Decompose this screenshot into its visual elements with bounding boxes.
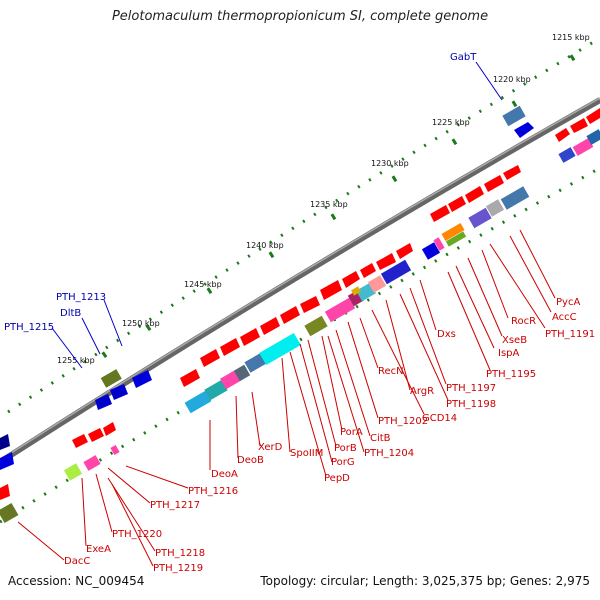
gene-label-dacc: DacC	[64, 556, 90, 567]
inner-scale-ring	[0, 166, 600, 524]
gene-label-pth-1213: PTH_1213	[56, 292, 106, 303]
gene-label-pyca: PycA	[556, 297, 580, 308]
gene-label-rocr: RocR	[511, 316, 536, 327]
gene-label-pth-1216: PTH_1216	[188, 486, 238, 497]
gene-label-gabt: GabT	[450, 52, 477, 63]
gene-label-pth-1215: PTH_1215	[4, 322, 54, 333]
tick-1215: 1215 kbp	[552, 33, 590, 42]
gene-label-pora: PorA	[340, 427, 363, 438]
gene-label-dxs: Dxs	[437, 329, 456, 340]
gene-label-ispa: IspA	[498, 348, 520, 359]
gene-label-deoa: DeoA	[211, 469, 238, 480]
gene-label-exea: ExeA	[86, 544, 111, 555]
gene-label-pth-1217: PTH_1217	[150, 500, 200, 511]
inner-gene-blocks	[0, 129, 600, 524]
genome-title: Pelotomaculum thermopropionicum SI, comp…	[111, 9, 489, 24]
gene-label-citb: CitB	[370, 433, 391, 444]
gene-label-deob: DeoB	[237, 455, 264, 466]
gene-label-pth-1220: PTH_1220	[112, 529, 162, 540]
inner-gene-arrows	[0, 108, 600, 500]
gene-label-pepd: PepD	[324, 473, 350, 484]
inner-leader-lines	[17, 229, 556, 567]
gene-label-pth-1219: PTH_1219	[153, 563, 203, 574]
gene-label-accc: AccC	[552, 312, 577, 323]
gene-label-porg: PorG	[331, 457, 355, 468]
tick-1245: 1245 kbp	[184, 280, 222, 289]
tick-1225: 1225 kbp	[432, 118, 470, 127]
gene-label-xerd: XerD	[258, 442, 283, 453]
gene-label-gcd14: GCD14	[422, 413, 457, 424]
gene-label-pth-1198: PTH_1198	[446, 399, 496, 410]
gene-label-xseb: XseB	[502, 335, 527, 346]
gene-label-argr: ArgR	[410, 386, 434, 397]
outer-leader-lines	[51, 61, 503, 369]
gene-label-pth-1191: PTH_1191	[545, 329, 595, 340]
tick-1240: 1240 kbp	[246, 241, 284, 250]
gene-label-pth-1204: PTH_1204	[364, 448, 414, 459]
accession-number: Accession: NC_009454	[8, 574, 145, 588]
gene-label-recn: RecN	[378, 366, 404, 377]
gene-label-dltb: DltB	[60, 308, 81, 319]
gene-label-pth-1202: PTH_1202	[378, 416, 428, 427]
genome-backbone-highlight	[0, 97, 600, 461]
tick-1230: 1230 kbp	[371, 159, 409, 168]
tick-1220: 1220 kbp	[493, 75, 531, 84]
gene-label-pth-1218: PTH_1218	[155, 548, 205, 559]
genome-backbone	[0, 97, 600, 465]
outer-major-ticks	[101, 54, 576, 359]
tick-1235: 1235 kbp	[310, 200, 348, 209]
topology-summary: Topology: circular; Length: 3,025,375 bp…	[260, 574, 590, 588]
tick-1250: 1250 kbp	[122, 319, 160, 328]
gene-label-pth-1197: PTH_1197	[446, 383, 496, 394]
gene-label-pth-1195: PTH_1195	[486, 369, 536, 380]
gene-label-spoiim: SpoIIM	[290, 448, 323, 459]
gene-label-porb: PorB	[334, 443, 357, 454]
outer-genes	[0, 105, 534, 470]
